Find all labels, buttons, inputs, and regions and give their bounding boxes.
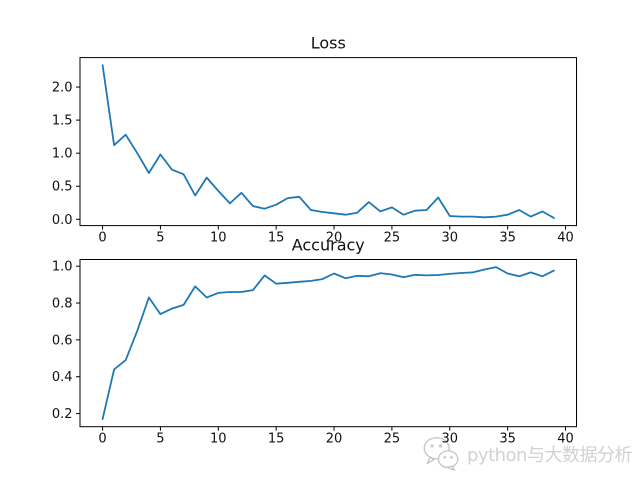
y-tick-label: 0.4 — [52, 370, 73, 385]
loss-x-axis: 0 5 10 15 20 25 30 35 40 — [98, 225, 574, 246]
x-tick-label: 25 — [384, 231, 401, 246]
x-tick-label: 5 — [156, 231, 164, 246]
accuracy-title: Accuracy — [292, 236, 365, 255]
x-tick-label: 0 — [98, 231, 106, 246]
axes-frame — [79, 57, 577, 227]
y-tick-label: 2.0 — [52, 81, 73, 96]
axes-frame — [79, 259, 577, 428]
x-tick-label: 15 — [268, 432, 285, 447]
y-tick-label: 0.2 — [52, 407, 73, 422]
y-tick-label: 1.0 — [52, 260, 73, 275]
x-tick-label: 40 — [557, 432, 574, 447]
accuracy-y-axis: 0.2 0.4 0.6 0.8 1.0 — [52, 260, 80, 422]
x-tick-label: 35 — [499, 432, 516, 447]
y-tick-label: 1.5 — [52, 114, 73, 129]
y-tick-label: 0.0 — [52, 213, 73, 228]
x-tick-label: 5 — [156, 432, 164, 447]
x-tick-label: 10 — [210, 432, 227, 447]
x-tick-label: 25 — [384, 432, 401, 447]
y-tick-label: 0.5 — [52, 180, 73, 195]
x-tick-label: 10 — [210, 231, 227, 246]
loss-title: Loss — [311, 34, 346, 53]
loss-y-axis: 0.0 0.5 1.0 1.5 2.0 — [52, 81, 80, 228]
y-tick-label: 0.6 — [52, 333, 73, 348]
accuracy-chart: Accuracy 0 5 10 15 20 25 30 35 40 0.2 0.4 0.6 0.8 1.0 — [52, 236, 577, 447]
loss-chart: Loss 0 5 10 15 20 25 30 35 40 0.0 0.5 1.0 1.5 2.0 — [52, 34, 577, 246]
x-tick-label: 20 — [326, 231, 343, 246]
y-tick-label: 1.0 — [52, 147, 73, 162]
loss-line — [101, 64, 555, 219]
y-tick-label: 0.8 — [52, 297, 73, 312]
x-tick-label: 15 — [268, 231, 285, 246]
accuracy-x-axis: 0 5 10 15 20 25 30 35 40 — [98, 426, 574, 447]
x-tick-label: 30 — [441, 432, 458, 447]
x-tick-label: 20 — [326, 432, 343, 447]
x-tick-label: 40 — [557, 231, 574, 246]
x-tick-label: 35 — [499, 231, 516, 246]
accuracy-line — [101, 266, 555, 421]
x-tick-label: 30 — [441, 231, 458, 246]
x-tick-label: 0 — [98, 432, 106, 447]
